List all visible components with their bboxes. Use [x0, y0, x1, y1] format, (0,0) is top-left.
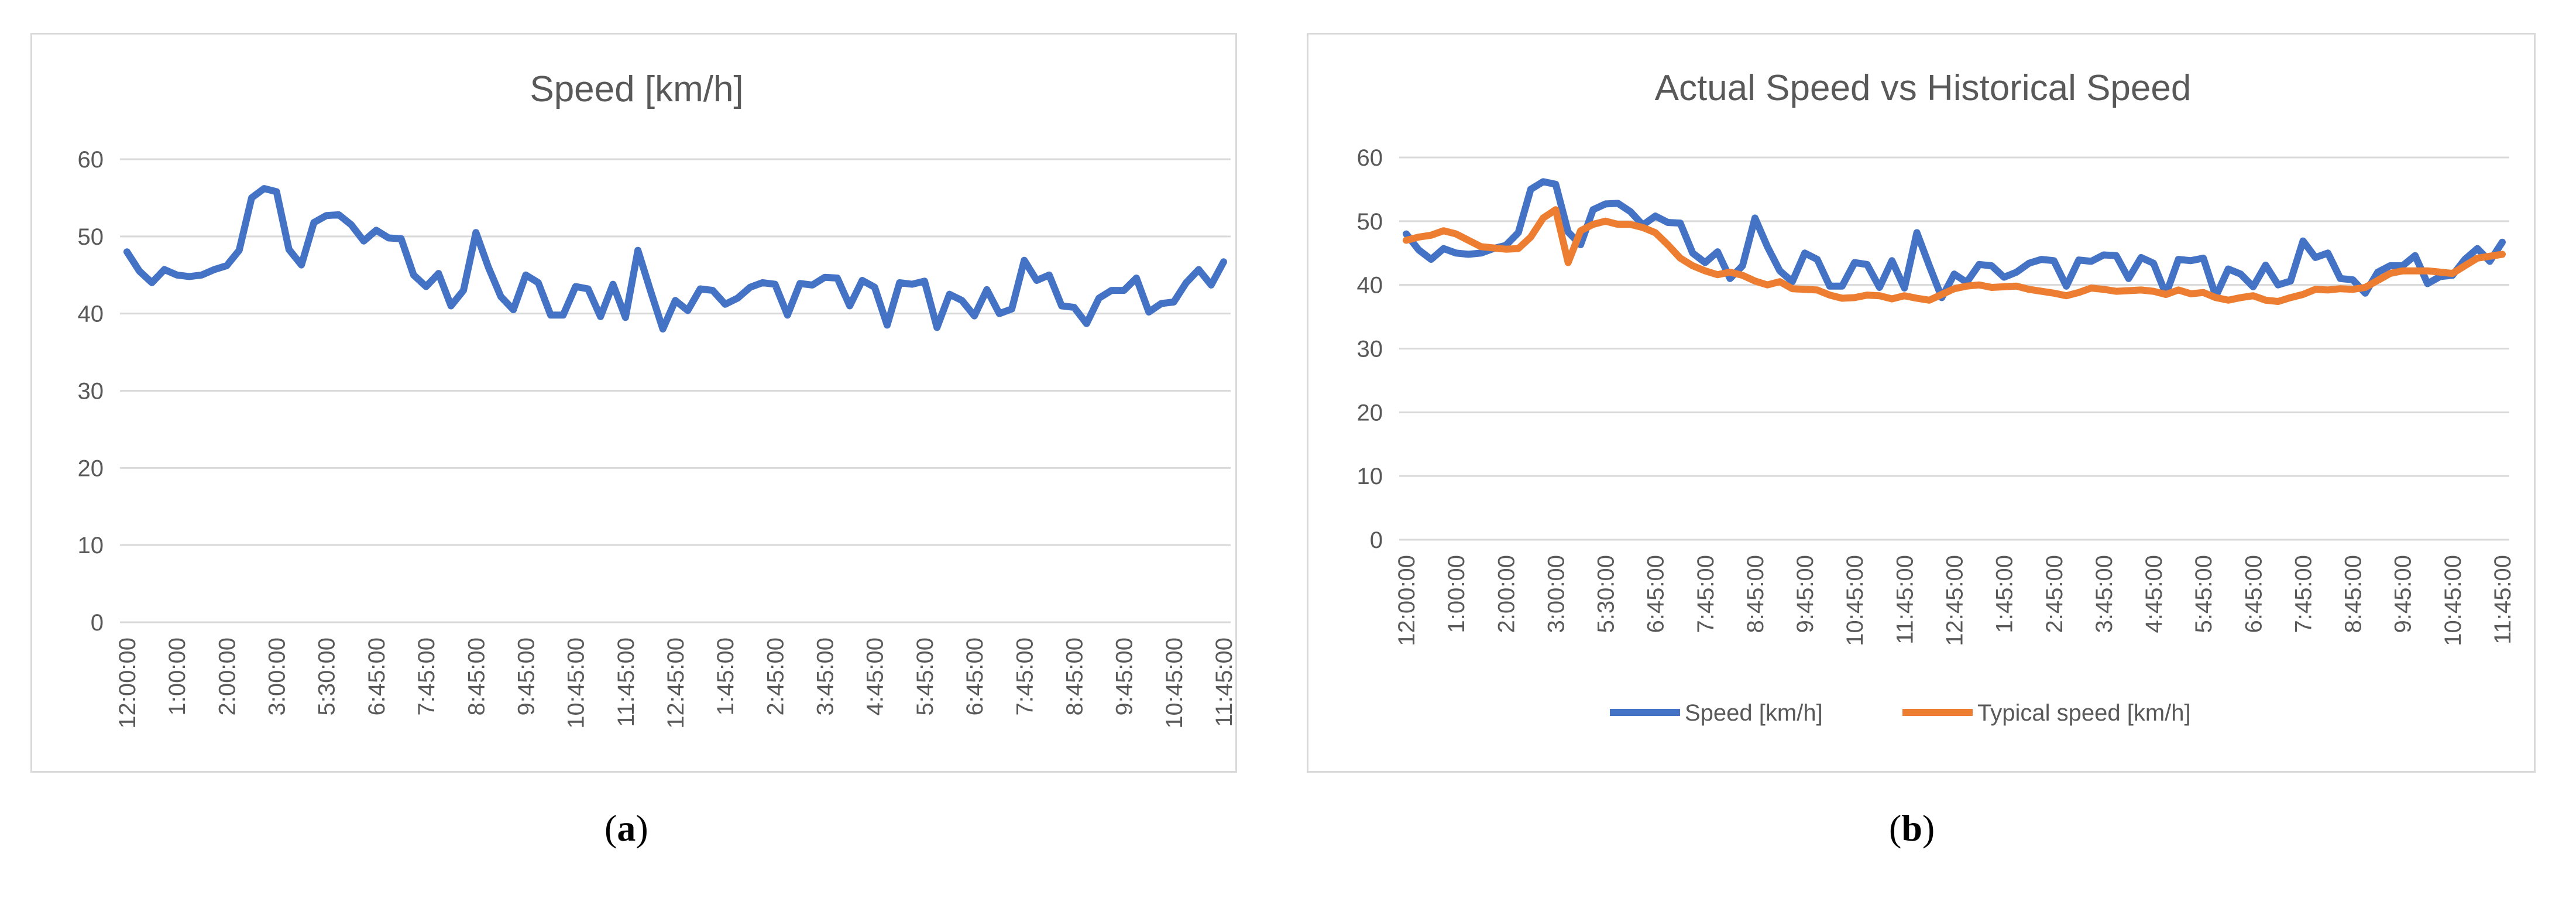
legend-label: Speed [km/h] [1685, 700, 1823, 726]
x-tick-label: 12:45:00 [663, 637, 689, 729]
y-tick-label: 50 [78, 224, 104, 250]
x-tick-label: 8:45:00 [2341, 555, 2367, 633]
x-tick-label: 11:45:00 [1892, 555, 1918, 645]
x-tick-label: 2:45:00 [2042, 555, 2067, 633]
x-tick-label: 7:45:00 [1012, 637, 1038, 715]
x-tick-label: 8:45:00 [1743, 555, 1768, 633]
series-line-typical-speed-km-h [1403, 206, 2506, 305]
x-tick-label: 11:45:00 [1211, 637, 1237, 727]
x-tick-label: 3:45:00 [2091, 555, 2117, 633]
speed-chart: Speed [km/h] 0 10 20 30 40 50 60 12:00:00 1:00:00… [78, 69, 1238, 729]
caption-a: (a) [604, 807, 648, 849]
x-tick-label: 12:00:00 [115, 637, 140, 729]
x-tick-label: 1:00:00 [1444, 555, 1469, 633]
x-tick-label: 10:45:00 [1842, 555, 1868, 646]
x-tick-label: 8:45:00 [463, 637, 489, 715]
chart-panel-b: Actual Speed vs Historical Speed 0 10 20 30 4… [1307, 33, 2536, 773]
x-tick-label: 3:45:00 [813, 637, 839, 715]
x-tick-label: 9:45:00 [513, 637, 539, 715]
y-tick-label: 20 [78, 455, 104, 481]
x-tick-label: 5:30:00 [1593, 555, 1619, 633]
x-tick-label: 2:00:00 [1493, 555, 1519, 633]
y-tick-label: 30 [1357, 337, 1383, 362]
speed-comparison-chart: Actual Speed vs Historical Speed 0 10 20 30 4… [1357, 68, 2516, 726]
y-tick-label: 10 [1357, 464, 1383, 489]
x-tick-label: 8:45:00 [1062, 637, 1087, 715]
y-tick-label: 20 [1357, 400, 1383, 426]
x-tick-label: 6:45:00 [364, 637, 390, 715]
x-tick-label: 9:45:00 [1792, 555, 1818, 633]
x-tick-label: 7:45:00 [2290, 555, 2316, 633]
y-tick-label: 30 [78, 379, 104, 404]
chart-title: Speed [km/h] [530, 69, 743, 109]
x-tick-label: 11:45:00 [2490, 555, 2516, 645]
caption-a-letter: a [617, 807, 636, 849]
x-tick-label: 9:45:00 [2390, 555, 2416, 633]
x-tick-label: 3:00:00 [265, 637, 290, 715]
legend-label: Typical speed [km/h] [1977, 700, 2191, 726]
caption-b-letter: b [1901, 807, 1922, 849]
x-tick-label: 3:00:00 [1543, 555, 1569, 633]
x-tick-label: 10:45:00 [564, 637, 589, 729]
series-line-speed-km-h [1403, 178, 2506, 301]
y-tick-label: 40 [78, 301, 104, 327]
x-tick-label: 5:45:00 [2191, 555, 2217, 633]
x-tick-label: 7:45:00 [1693, 555, 1719, 633]
y-tick-label: 50 [1357, 209, 1383, 235]
y-tick-label: 60 [78, 147, 104, 173]
x-tick-label: 6:45:00 [1643, 555, 1669, 633]
x-tick-label: 5:30:00 [314, 637, 340, 715]
x-tick-label: 12:45:00 [1942, 555, 1968, 646]
x-tick-label: 11:45:00 [613, 637, 639, 727]
x-tick-label: 9:45:00 [1112, 637, 1138, 715]
x-tick-label: 4:45:00 [2141, 555, 2167, 633]
y-tick-label: 0 [91, 610, 104, 636]
y-tick-label: 10 [78, 533, 104, 558]
x-tick-label: 10:45:00 [2440, 555, 2466, 646]
x-tick-label: 2:45:00 [763, 637, 788, 715]
x-tick-label: 4:45:00 [863, 637, 888, 715]
x-tick-label: 7:45:00 [414, 637, 439, 715]
series-line-speed-km-h [123, 185, 1227, 332]
x-tick-label: 1:45:00 [1992, 555, 2018, 633]
x-tick-label: 1:00:00 [164, 637, 190, 715]
x-tick-label: 12:00:00 [1394, 555, 1420, 646]
x-tick-label: 6:45:00 [962, 637, 988, 715]
y-tick-label: 0 [1370, 527, 1383, 553]
x-tick-label: 10:45:00 [1162, 637, 1187, 729]
caption-b: (b) [1889, 807, 1935, 849]
y-tick-label: 60 [1357, 145, 1383, 171]
x-tick-label: 1:45:00 [713, 637, 739, 715]
x-tick-label: 2:00:00 [214, 637, 240, 715]
chart-panel-a: Speed [km/h] 0 10 20 30 40 50 60 12:00:00 1:00:00… [30, 33, 1237, 773]
x-tick-label: 6:45:00 [2241, 555, 2266, 633]
chart-title: Actual Speed vs Historical Speed [1655, 68, 2192, 108]
y-tick-label: 40 [1357, 273, 1383, 299]
x-tick-label: 5:45:00 [912, 637, 938, 715]
